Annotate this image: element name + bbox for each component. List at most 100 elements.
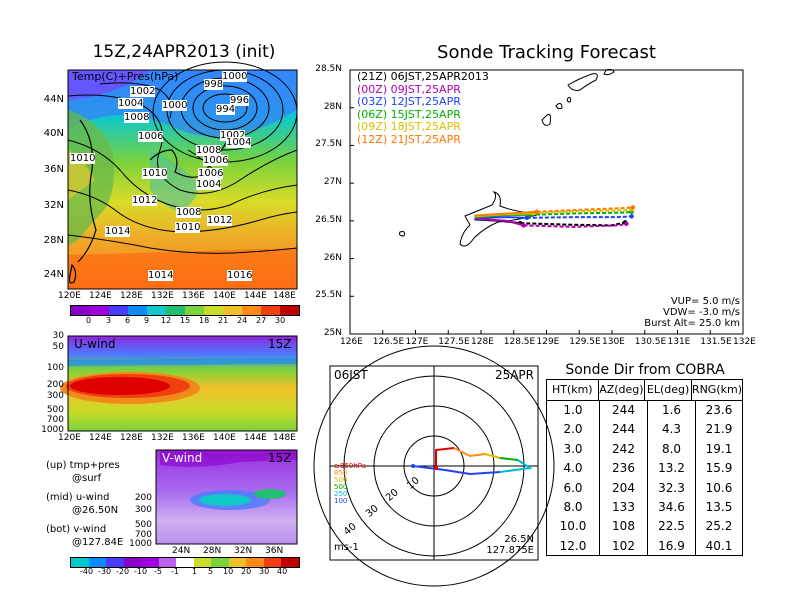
cobra-cell: 13.2: [648, 459, 696, 479]
legend-note: (up) tmp+pres @surf: [46, 460, 120, 484]
cobra-cell: 15.9: [705, 461, 733, 476]
cobra-rows: 1.0 244 1.6 23.6 2.0 244 4.3 21.9 3.0 242 8.0 19.1 4…: [547, 401, 742, 557]
cobra-cell: 236: [600, 459, 648, 479]
cobra-cell: 19.1: [705, 441, 733, 456]
cobra-cell: 21.9: [705, 422, 733, 437]
colorbar-swatch: [228, 558, 247, 567]
x-tick-label: 130E: [602, 337, 625, 347]
colorbar-label: 1: [192, 567, 198, 576]
wind-colorbar: [70, 557, 300, 568]
level-tick: 500: [134, 520, 152, 530]
colorbar-swatch: [176, 558, 194, 567]
cobra-row: 10.0 108 22.5 25.2: [547, 517, 742, 537]
cobra-cell: 12.0: [547, 536, 600, 557]
cobra-cell: 6.0: [547, 478, 600, 498]
colorbar-label: -20: [116, 567, 130, 576]
lon-tick: 140E: [213, 291, 236, 301]
y-tick-label: 28.5N: [315, 64, 342, 74]
level-tick: 50: [52, 342, 64, 352]
uwind-section: [60, 335, 298, 432]
colorbar-swatch: [128, 306, 147, 315]
colorbar-label: -30: [98, 567, 112, 576]
colorbar-swatch: [147, 306, 166, 315]
legend-entry: (06Z) 15JST,25APR: [357, 107, 461, 121]
descent-track: [523, 222, 627, 228]
cobra-header: RNG(km): [691, 383, 742, 396]
track-point: [624, 221, 629, 227]
range-label: 30: [363, 503, 381, 520]
y-tick-label: 27N: [323, 177, 342, 188]
x-tick-label: 127.5E: [438, 337, 470, 347]
colorbar-label: 27: [256, 316, 267, 325]
vwind-label: V-wind: [162, 451, 203, 465]
y-tick-label: 26.5N: [315, 214, 342, 225]
descent-track: [530, 210, 632, 216]
colorbar-label: 9: [144, 316, 150, 325]
lat-tick: 24N: [43, 269, 64, 280]
level-tick: 300: [134, 505, 152, 515]
cobra-cell: 242: [600, 439, 648, 460]
x-tick-label: 126E: [340, 337, 363, 347]
track-point: [629, 214, 634, 219]
lon-tick: 124E: [89, 291, 112, 301]
lon-tick: 132E: [151, 291, 174, 301]
lon-tick: 148E: [273, 291, 296, 301]
cobra-cell: 8.0: [648, 439, 696, 460]
x-tick-label: 131.5E: [700, 337, 732, 347]
left-title: 15Z,24APR2013 (init): [92, 42, 276, 62]
colorbar-label: 3: [106, 316, 112, 325]
temp-colorbar-labels: 0 3 6 9 12 15 18 21 24 27 30: [70, 316, 298, 327]
cobra-cell: 32.3: [648, 478, 696, 498]
temp-lon-ticks: 120E 124E 128E 132E 136E 140E 144E 148E: [0, 291, 320, 303]
tracking-info: VUP= 5.0 m/s VDW= -3.0 m/s Burst Alt= 25…: [644, 296, 740, 329]
cobra-cell: 25.2: [705, 519, 733, 534]
level-tick: 30: [52, 331, 64, 341]
colorbar-swatch: [263, 558, 282, 567]
colorbar-swatch: [166, 306, 185, 315]
info-line: VUP= 5.0 m/s: [670, 296, 740, 307]
colorbar-swatch: [246, 558, 264, 567]
cobra-cell: 10.0: [547, 517, 600, 537]
level-legend-entry: 850: [334, 469, 348, 477]
cobra-cell: 244: [600, 401, 648, 421]
colorbar-swatch: [204, 306, 223, 315]
x-tick-label: 129E: [536, 337, 560, 347]
colorbar-label: -40: [80, 567, 94, 576]
colorbar-label: 6: [125, 316, 131, 325]
cobra-row: 12.0 102 16.9 40.1: [547, 536, 742, 557]
colorbar-label: 21: [218, 316, 229, 325]
level-tick: 200: [46, 380, 64, 390]
colorbar-label: 40: [277, 567, 288, 576]
cobra-cell: 40.1: [705, 538, 733, 553]
level-tick: 100: [46, 363, 64, 373]
polar-unit: ms-1: [334, 542, 359, 553]
cobra-cell: 23.6: [705, 403, 733, 417]
descent-track: [526, 215, 632, 219]
temp-colorbar: [70, 305, 300, 316]
colorbar-swatch: [71, 306, 90, 315]
legend-entry: (21Z) 06JST,25APR2013: [357, 70, 489, 83]
lon-tick: 132E: [151, 433, 174, 443]
legend-note: (bot) v-wind @127.84E: [46, 524, 124, 548]
track-point: [630, 205, 636, 210]
polar-labels: 06JST 25APR 10 20 30 40 ≥850hPa 850 500 …: [330, 366, 538, 560]
legend-entry: (09Z) 18JST,25APR: [357, 120, 461, 133]
colorbar-swatch: [90, 306, 109, 315]
polar-lon: 127.875E: [486, 545, 534, 556]
cobra-cell: 34.6: [648, 497, 696, 518]
cobra-row: 8.0 133 34.6 13.5: [547, 497, 742, 518]
cobra-cell: 16.9: [648, 536, 696, 557]
colorbar-swatch: [193, 558, 212, 567]
cobra-cell: 2.0: [547, 420, 600, 440]
level-legend-entry: ≥850hPa: [334, 462, 366, 470]
colorbar-swatch: [71, 558, 89, 567]
y-tick-label: 25.5N: [315, 290, 342, 301]
uwind-lon-ticks: 120E 124E 128E 132E 136E 140E 144E 148E: [0, 433, 320, 445]
wind-colorbar-labels: -40 -30 -20 -10 -5 -1 1 5 10 20 30 40: [70, 567, 310, 578]
polar-date: 25APR: [494, 368, 534, 382]
x-tick-label: 131E: [667, 337, 691, 347]
level-legend-entry: 500: [334, 483, 348, 491]
